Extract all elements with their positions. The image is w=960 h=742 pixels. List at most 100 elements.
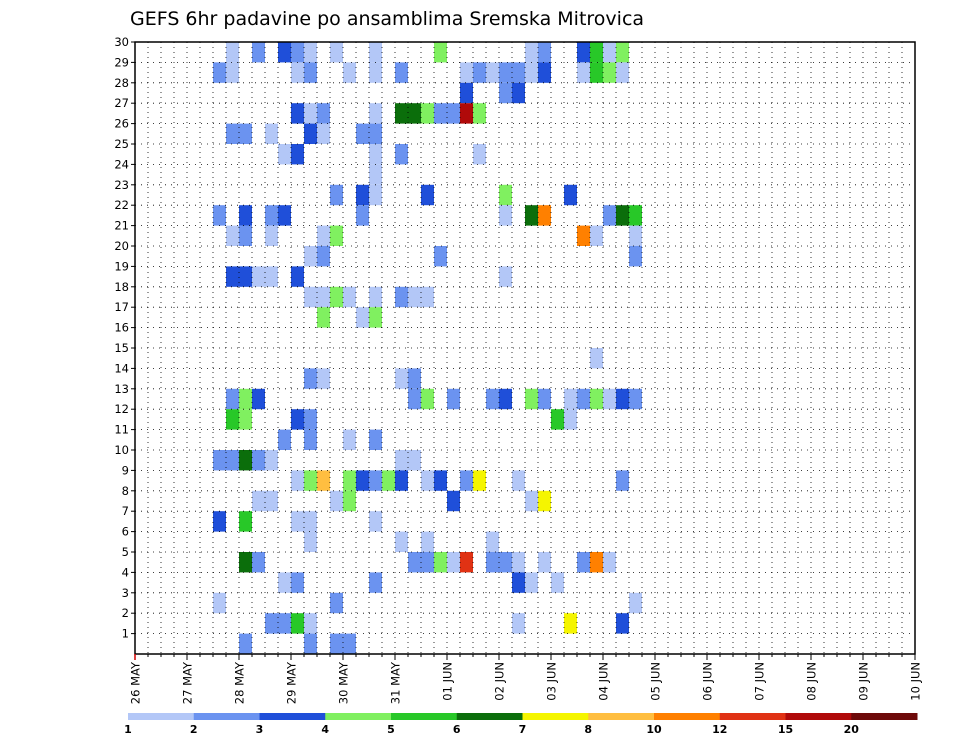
data-cell — [330, 490, 343, 512]
colorbar-segment — [851, 713, 918, 720]
data-cell — [317, 246, 330, 267]
y-tick-label: 24 — [114, 157, 129, 171]
data-cell — [616, 388, 629, 410]
data-cell — [369, 307, 382, 328]
colorbar-label: 5 — [387, 723, 395, 736]
data-cell — [304, 123, 317, 144]
data-cell — [226, 409, 239, 430]
chart-title: GEFS 6hr padavine po ansamblima Sremska … — [130, 8, 644, 30]
data-cell — [239, 633, 252, 654]
colorbar-label: 4 — [321, 723, 329, 736]
data-cell — [603, 552, 616, 573]
data-cell — [304, 429, 317, 450]
y-tick-label: 11 — [114, 423, 129, 437]
data-cell — [616, 205, 629, 226]
data-cell — [304, 511, 317, 532]
data-cell — [577, 62, 590, 83]
data-cell — [278, 42, 291, 63]
data-cell — [616, 470, 629, 491]
data-cell — [343, 429, 356, 450]
data-cell — [317, 368, 330, 389]
data-cell — [213, 511, 226, 532]
data-cell — [512, 572, 525, 593]
data-cell — [213, 592, 226, 614]
data-cell — [408, 103, 421, 124]
data-cell — [239, 409, 252, 430]
data-cell — [291, 103, 304, 124]
data-cell — [304, 633, 317, 654]
data-cell — [421, 470, 434, 491]
data-cell — [525, 42, 538, 63]
colorbar-segment — [719, 713, 786, 720]
data-cell — [226, 62, 239, 83]
data-cell — [473, 103, 486, 124]
data-cell — [369, 572, 382, 593]
data-cell — [590, 62, 603, 83]
data-cell — [252, 42, 265, 63]
data-cell — [408, 286, 421, 308]
data-cell — [629, 388, 642, 410]
data-cell — [421, 184, 434, 206]
data-cell — [564, 409, 577, 430]
data-cell — [278, 572, 291, 593]
y-tick-label: 14 — [114, 361, 129, 375]
data-cell — [577, 552, 590, 573]
data-cell — [291, 266, 304, 287]
colorbar-segment — [654, 713, 721, 720]
data-cell — [265, 613, 278, 634]
colorbar-segment — [391, 713, 458, 720]
data-cell — [265, 123, 278, 144]
data-cell — [512, 552, 525, 573]
data-cell — [369, 184, 382, 206]
data-cell — [616, 62, 629, 83]
colorbar-label: 7 — [519, 723, 527, 736]
data-cell — [278, 144, 291, 165]
y-tick-label: 12 — [114, 402, 129, 416]
data-cell — [226, 123, 239, 144]
data-cell — [343, 286, 356, 308]
data-cell — [525, 490, 538, 512]
y-tick-label: 3 — [122, 586, 129, 600]
y-tick-label: 27 — [114, 96, 129, 110]
data-cell — [265, 450, 278, 471]
x-tick-label: 03 JUN — [545, 662, 559, 701]
colorbar-segment — [456, 713, 523, 720]
data-cell — [512, 470, 525, 491]
x-tick-label: 07 JUN — [753, 662, 767, 701]
data-cell — [382, 470, 395, 491]
data-cell — [304, 470, 317, 491]
data-cell — [434, 246, 447, 267]
colorbar-segment — [785, 713, 852, 720]
data-cell — [434, 552, 447, 573]
data-cell — [629, 205, 642, 226]
data-cell — [226, 450, 239, 471]
data-cell — [616, 42, 629, 63]
colorbar-segment — [325, 713, 392, 720]
data-cell — [369, 286, 382, 308]
y-tick-label: 13 — [114, 382, 129, 396]
data-cell — [265, 266, 278, 287]
data-cell — [460, 470, 473, 491]
data-cell — [330, 592, 343, 614]
y-tick-label: 26 — [114, 117, 129, 131]
y-axis: 1234567891011121314151617181920212223242… — [114, 35, 135, 641]
y-tick-label: 6 — [122, 525, 129, 539]
y-tick-label: 28 — [114, 76, 129, 90]
data-cell — [265, 490, 278, 512]
colorbar-label: 20 — [844, 723, 860, 736]
colorbar-segment — [128, 713, 195, 720]
data-cell — [265, 205, 278, 226]
data-cell — [538, 490, 551, 512]
data-cell — [213, 205, 226, 226]
y-tick-label: 8 — [122, 484, 129, 498]
data-cell — [226, 42, 239, 63]
data-cell — [252, 388, 265, 410]
data-cell — [603, 388, 616, 410]
data-cell — [460, 82, 473, 104]
x-tick-label: 28 MAY — [233, 661, 247, 704]
data-cell — [304, 531, 317, 552]
y-tick-label: 22 — [114, 198, 129, 212]
y-tick-label: 9 — [122, 463, 129, 477]
data-cell — [265, 225, 278, 246]
data-cell — [512, 82, 525, 104]
